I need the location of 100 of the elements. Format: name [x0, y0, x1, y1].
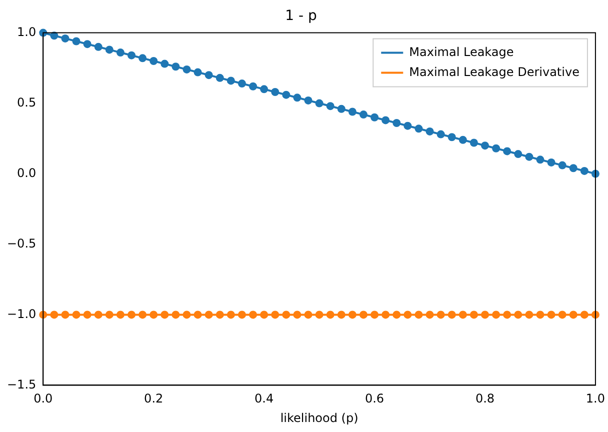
- legend-label: Maximal Leakage: [409, 44, 514, 59]
- point: [194, 68, 202, 76]
- point: [337, 104, 346, 113]
- point: [503, 147, 512, 156]
- point: [348, 108, 356, 116]
- point: [105, 46, 114, 54]
- point: [580, 166, 588, 175]
- point: [558, 161, 566, 170]
- point: [580, 310, 588, 319]
- point: [436, 310, 445, 319]
- point: [525, 310, 534, 319]
- point: [315, 99, 324, 108]
- point: [160, 310, 169, 319]
- point: [116, 310, 124, 319]
- point: [569, 310, 578, 319]
- point: [404, 122, 412, 130]
- y-tick-label: 1.0: [17, 24, 36, 39]
- point: [194, 310, 202, 319]
- point: [448, 310, 456, 319]
- x-tick-label: 0.2: [144, 392, 164, 406]
- point: [83, 310, 92, 319]
- point: [470, 310, 478, 319]
- point: [547, 158, 556, 166]
- point: [116, 48, 124, 57]
- point: [282, 90, 290, 99]
- point: [492, 144, 500, 152]
- y-tick-label: 0.5: [17, 95, 36, 110]
- point: [326, 310, 334, 319]
- point: [216, 74, 224, 82]
- x-tick-label: 0.6: [364, 392, 384, 406]
- point: [392, 119, 401, 128]
- point: [293, 94, 302, 102]
- point: [382, 116, 390, 124]
- point: [271, 88, 280, 96]
- point: [492, 310, 500, 319]
- point: [105, 310, 114, 319]
- point: [536, 156, 544, 164]
- point: [436, 130, 445, 138]
- y-tick-label: −0.5: [7, 236, 36, 250]
- x-tick-label: 0.0: [34, 392, 53, 406]
- point: [94, 310, 102, 319]
- point: [569, 164, 578, 172]
- point: [128, 310, 136, 319]
- point: [315, 310, 324, 319]
- point: [414, 310, 423, 319]
- point: [216, 310, 224, 319]
- point: [370, 113, 379, 122]
- point: [50, 310, 58, 319]
- point: [392, 310, 401, 319]
- point: [226, 76, 235, 85]
- point: [458, 310, 467, 319]
- x-tick-label: 0.8: [475, 392, 495, 406]
- x-axis-title: likelihood (p): [280, 410, 358, 425]
- point: [458, 136, 467, 144]
- point: [293, 310, 302, 319]
- point: [94, 42, 102, 51]
- point: [359, 110, 368, 119]
- chart-title: 1 - p: [285, 8, 317, 24]
- point: [204, 310, 213, 319]
- point: [480, 310, 489, 319]
- point: [326, 102, 334, 110]
- point: [249, 82, 258, 90]
- point: [61, 310, 70, 319]
- x-tick-label: 1.0: [586, 392, 606, 406]
- point: [150, 310, 158, 319]
- point: [382, 310, 390, 319]
- point: [83, 40, 92, 48]
- point: [359, 310, 368, 319]
- y-tick-label: −1.5: [7, 377, 36, 392]
- point: [128, 51, 136, 60]
- point: [172, 310, 180, 319]
- point: [226, 310, 235, 319]
- point: [348, 310, 356, 319]
- point: [448, 133, 456, 142]
- point: [304, 310, 312, 319]
- point: [337, 310, 346, 319]
- point: [204, 71, 213, 80]
- point: [470, 138, 478, 147]
- point: [260, 310, 268, 319]
- y-tick-label: −1.0: [7, 306, 36, 321]
- y-tick-label: 0.0: [17, 166, 36, 180]
- point: [414, 124, 423, 133]
- point: [260, 85, 268, 94]
- point: [160, 60, 169, 68]
- point: [514, 150, 522, 158]
- x-tick-label: 0.4: [254, 392, 274, 406]
- point: [150, 56, 158, 65]
- legend-label: Maximal Leakage Derivative: [409, 64, 580, 79]
- point: [238, 80, 246, 88]
- point: [282, 310, 290, 319]
- point: [480, 142, 489, 150]
- point: [182, 310, 191, 319]
- point: [138, 310, 147, 319]
- point: [503, 310, 512, 319]
- point: [172, 62, 180, 71]
- point: [182, 65, 191, 74]
- point: [304, 96, 312, 104]
- point: [514, 310, 522, 319]
- point: [426, 310, 434, 319]
- point: [72, 310, 80, 319]
